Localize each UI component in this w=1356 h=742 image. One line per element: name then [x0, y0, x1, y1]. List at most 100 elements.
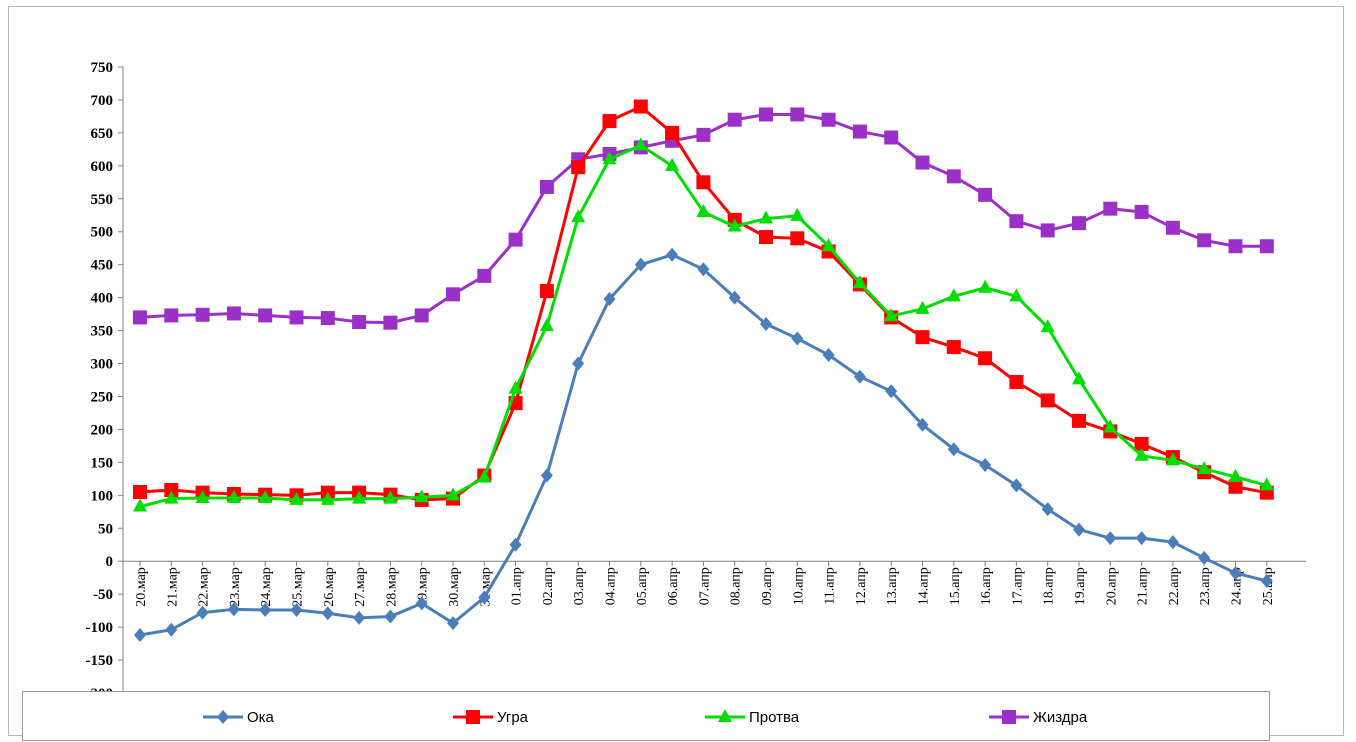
data-point: [1009, 288, 1024, 302]
x-tick-label: 16.апр: [979, 567, 994, 605]
data-point: [790, 207, 805, 221]
x-tick-label: 07.апр: [697, 567, 712, 605]
x-tick-label: 22.мар: [197, 567, 212, 606]
x-tick-label: 02.апр: [541, 567, 556, 605]
data-point: [133, 310, 147, 325]
data-point: [1260, 573, 1273, 588]
data-point: [1165, 220, 1180, 235]
y-tick-label: 750: [91, 60, 114, 76]
data-point: [884, 130, 899, 145]
data-point: [258, 489, 273, 503]
legend-swatch: [705, 709, 745, 722]
data-point: [915, 155, 930, 170]
y-tick-label: 500: [91, 225, 114, 241]
data-point: [759, 230, 773, 245]
data-point: [572, 356, 585, 371]
x-tick-label: 27.мар: [353, 567, 368, 606]
data-point: [915, 300, 930, 314]
data-point: [196, 605, 209, 620]
data-point: [728, 290, 741, 305]
data-point: [633, 99, 648, 114]
data-point: [415, 596, 428, 611]
data-point: [727, 112, 742, 127]
y-tick-label: -100: [86, 620, 114, 636]
data-point: [1197, 233, 1212, 248]
x-tick-label: 12.апр: [854, 567, 869, 605]
data-point: [1072, 371, 1086, 385]
series-line: [139, 105, 1268, 502]
data-point: [1009, 374, 1024, 389]
y-tick-label: 50: [98, 521, 113, 537]
data-point: [760, 316, 772, 331]
data-point: [383, 315, 398, 330]
data-point: [227, 602, 240, 617]
data-point: [852, 275, 867, 289]
legend-label: Протва: [749, 708, 800, 726]
data-point: [290, 602, 303, 617]
legend-marker: [217, 710, 229, 724]
data-point: [540, 468, 553, 483]
x-tick-label: 25.мар: [291, 567, 306, 606]
data-point: [978, 187, 993, 202]
data-point: [885, 384, 898, 399]
data-point: [1041, 502, 1054, 517]
data-point: [1197, 460, 1212, 474]
y-tick-label: 100: [91, 488, 114, 504]
y-tick-label: 450: [91, 258, 114, 274]
data-point: [884, 308, 899, 322]
y-tick-label: 600: [91, 159, 114, 175]
y-tick-label: 150: [91, 455, 114, 471]
data-point: [821, 112, 836, 127]
data-point: [947, 442, 960, 457]
data-point: [259, 602, 272, 617]
chart-axes: [122, 67, 1306, 693]
legend-item: Жиздра: [989, 706, 1087, 728]
x-tick-label: 13.апр: [885, 567, 900, 605]
data-point: [853, 369, 866, 384]
legend-swatch: [203, 710, 243, 724]
legend-item: Ока: [203, 706, 274, 728]
data-point: [915, 330, 930, 345]
data-point: [195, 489, 210, 503]
data-point: [1135, 531, 1148, 546]
data-point: [509, 537, 522, 552]
data-point: [384, 609, 397, 624]
legend-label: Жиздра: [1033, 708, 1088, 726]
data-point: [1073, 522, 1085, 537]
data-point: [258, 308, 273, 323]
data-point: [1228, 239, 1243, 254]
data-point: [946, 288, 961, 302]
x-tick-label: 28.мар: [384, 567, 399, 606]
data-point: [1134, 436, 1149, 451]
data-point: [1166, 535, 1179, 550]
x-tick-label: 11.апр: [823, 567, 838, 605]
x-axis-ticks: 20.мар 21.мар 22.мар 23.мар 24.мар 25.мар 26.м…: [134, 561, 1276, 607]
data-point: [478, 590, 491, 605]
x-tick-label: 08.апр: [729, 567, 744, 605]
data-point: [790, 231, 805, 246]
x-tick-label: 20.мар: [134, 567, 149, 606]
data-point: [1198, 550, 1211, 565]
legend-swatch: [989, 710, 1029, 724]
data-point: [1072, 216, 1086, 231]
data-point: [1103, 419, 1118, 433]
x-tick-label: 05.апр: [635, 567, 650, 605]
y-tick-label: 400: [91, 291, 114, 307]
data-point: [226, 489, 241, 503]
x-tick-label: 30.мар: [447, 567, 462, 606]
legend-item: Протва: [705, 706, 799, 728]
x-tick-label: 01.апр: [510, 567, 525, 605]
data-point: [226, 306, 241, 321]
data-point: [1010, 478, 1023, 493]
x-tick-label: 29.мар: [416, 567, 431, 606]
series-3: [133, 107, 1274, 330]
data-point: [164, 308, 179, 323]
data-point: [697, 262, 710, 277]
y-tick-label: 650: [91, 126, 114, 142]
data-point: [852, 124, 867, 139]
data-point: [634, 257, 647, 272]
x-tick-label: 09.апр: [760, 567, 775, 605]
data-point: [1228, 479, 1243, 494]
data-point: [1009, 214, 1024, 229]
